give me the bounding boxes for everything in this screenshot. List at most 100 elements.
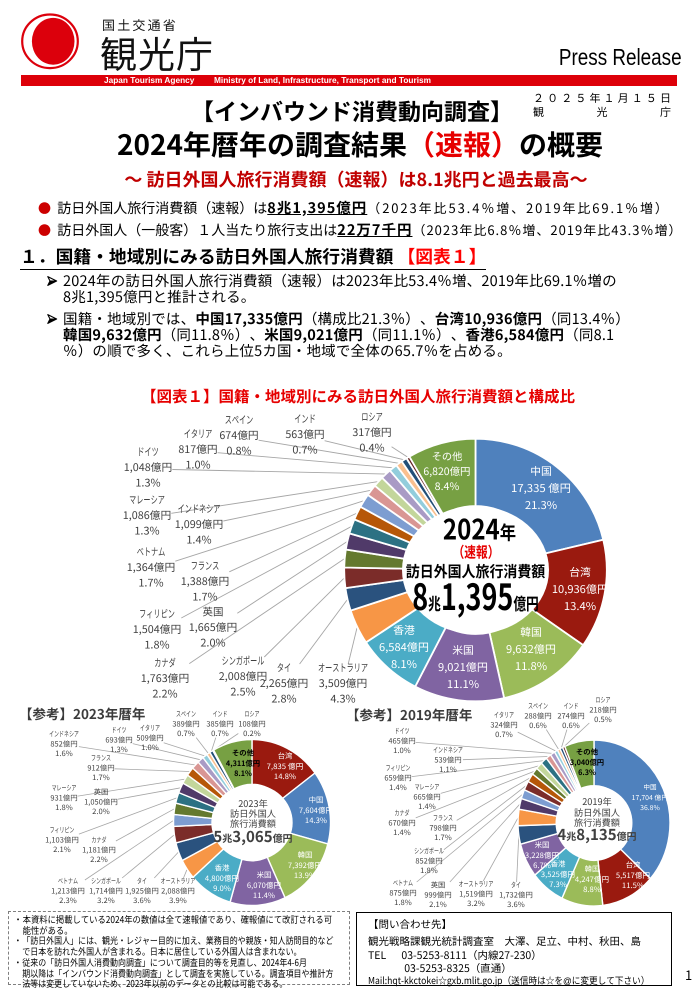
- svg-text:カナダ: カナダ: [154, 656, 176, 671]
- svg-text:693億円: 693億円: [105, 735, 132, 745]
- svg-text:1,388億円: 1,388億円: [181, 574, 230, 589]
- svg-text:1,763億円: 1,763億円: [141, 671, 190, 686]
- svg-text:2,088億円: 2,088億円: [161, 886, 195, 896]
- svg-text:6,070億円: 6,070億円: [247, 880, 281, 891]
- svg-text:ドイツ: ドイツ: [137, 445, 158, 460]
- svg-text:マレーシア: マレーシア: [415, 783, 440, 793]
- svg-text:3,228億円: 3,228億円: [525, 850, 559, 861]
- svg-text:817億円: 817億円: [178, 442, 217, 457]
- svg-text:2,265億円: 2,265億円: [260, 676, 309, 691]
- svg-text:2.1%: 2.1%: [429, 900, 447, 910]
- svg-text:1,519億円: 1,519億円: [459, 889, 493, 899]
- svg-text:3.6%: 3.6%: [133, 896, 151, 906]
- svg-text:訪日外国人旅行消費額: 訪日外国人旅行消費額: [406, 560, 546, 582]
- svg-text:タイ: タイ: [277, 661, 291, 676]
- svg-text:1,181億円: 1,181億円: [82, 845, 116, 855]
- svg-text:2.0%: 2.0%: [92, 807, 110, 817]
- svg-text:1.7%: 1.7%: [92, 773, 110, 783]
- svg-text:5兆3,065億円: 5兆3,065億円: [213, 826, 292, 847]
- svg-text:6,584億円: 6,584億円: [379, 639, 429, 655]
- svg-text:ロシア: ロシア: [361, 410, 382, 425]
- svg-text:1,099億円: 1,099億円: [175, 517, 224, 532]
- svg-text:イタリア: イタリア: [184, 427, 213, 442]
- svg-text:イタリア: イタリア: [140, 724, 160, 734]
- svg-text:カナダ: カナダ: [395, 809, 410, 819]
- svg-text:8.1%: 8.1%: [391, 656, 417, 672]
- svg-text:1,714億円: 1,714億円: [89, 886, 123, 896]
- svg-text:13.4%: 13.4%: [564, 598, 596, 614]
- svg-text:875億円: 875億円: [389, 888, 416, 898]
- svg-text:8.1%: 8.1%: [234, 768, 252, 779]
- svg-text:旅行消費額: 旅行消費額: [230, 816, 276, 830]
- svg-text:インドネシア: インドネシア: [49, 730, 79, 740]
- svg-text:931億円: 931億円: [50, 793, 77, 803]
- svg-text:0.5%: 0.5%: [594, 715, 612, 725]
- svg-text:1,732億円: 1,732億円: [499, 890, 533, 900]
- svg-text:389億円: 389億円: [172, 719, 199, 729]
- svg-text:912億円: 912億円: [87, 763, 114, 773]
- svg-text:999億円: 999億円: [424, 890, 451, 900]
- svg-text:798億円: 798億円: [429, 823, 456, 833]
- svg-text:9,021億円: 9,021億円: [438, 659, 488, 675]
- svg-text:3.2%: 3.2%: [97, 896, 115, 906]
- svg-text:1,103億円: 1,103億円: [45, 835, 79, 845]
- svg-text:4.3%: 4.3%: [330, 692, 356, 707]
- svg-text:フィリピン: フィリピン: [386, 764, 411, 774]
- svg-text:ベトナム: ベトナム: [393, 879, 413, 889]
- svg-text:台湾: 台湾: [278, 751, 293, 762]
- svg-text:385億円: 385億円: [206, 719, 233, 729]
- svg-text:韓国: 韓国: [520, 624, 542, 640]
- svg-text:ドイツ: ドイツ: [112, 726, 127, 736]
- svg-text:10,936億円: 10,936億円: [552, 581, 608, 597]
- svg-text:香港: 香港: [215, 863, 230, 874]
- svg-text:7,604億円: 7,604億円: [299, 805, 333, 816]
- svg-text:670億円: 670億円: [388, 818, 415, 828]
- svg-text:1,504億円: 1,504億円: [133, 622, 182, 637]
- svg-text:1.4%: 1.4%: [393, 828, 411, 838]
- svg-text:2,008億円: 2,008億円: [219, 669, 268, 684]
- svg-text:4,311億円: 4,311億円: [226, 758, 260, 769]
- svg-text:ベトナム: ベトナム: [58, 877, 78, 887]
- svg-text:21.3%: 21.3%: [525, 497, 557, 513]
- svg-text:4,247億円: 4,247億円: [575, 874, 609, 885]
- svg-text:1.4%: 1.4%: [389, 783, 407, 793]
- svg-text:英国: 英国: [203, 605, 224, 620]
- svg-text:7,392億円: 7,392億円: [288, 860, 322, 871]
- svg-text:14.8%: 14.8%: [274, 771, 296, 782]
- svg-text:1.8%: 1.8%: [420, 866, 438, 876]
- svg-text:659億円: 659億円: [384, 773, 411, 783]
- svg-text:3.2%: 3.2%: [467, 899, 485, 909]
- svg-text:台湾: 台湾: [626, 860, 641, 871]
- svg-text:5,517億円: 5,517億円: [616, 870, 650, 881]
- svg-text:インドネシア: インドネシア: [178, 502, 221, 517]
- svg-text:1,665億円: 1,665億円: [189, 620, 238, 635]
- svg-text:6,820億円: 6,820億円: [423, 463, 470, 478]
- svg-text:タイ: タイ: [511, 881, 521, 891]
- svg-text:マレーシア: マレーシア: [52, 784, 77, 794]
- svg-text:その他: その他: [432, 448, 463, 463]
- svg-text:7.3%: 7.3%: [549, 879, 567, 890]
- svg-text:2019年: 2019年: [582, 794, 612, 808]
- svg-text:英国: 英国: [94, 788, 109, 798]
- svg-text:ロシア: ロシア: [245, 710, 260, 720]
- svg-text:7,835 億円: 7,835 億円: [267, 761, 304, 772]
- svg-text:スペイン: スペイン: [176, 710, 196, 720]
- svg-text:香港: 香港: [393, 622, 415, 638]
- svg-text:2.2%: 2.2%: [152, 687, 178, 702]
- svg-text:中国: 中国: [643, 782, 657, 792]
- svg-text:シンガポール: シンガポール: [222, 654, 265, 669]
- svg-text:3.6%: 3.6%: [507, 900, 525, 910]
- svg-text:0.2%: 0.2%: [243, 729, 261, 739]
- svg-text:マレーシア: マレーシア: [129, 493, 165, 508]
- svg-text:0.7%: 0.7%: [292, 443, 318, 458]
- svg-text:317億円: 317億円: [352, 425, 391, 440]
- svg-text:台湾: 台湾: [569, 564, 591, 580]
- svg-text:1.6%: 1.6%: [55, 749, 73, 759]
- svg-text:9.0%: 9.0%: [213, 883, 231, 894]
- svg-text:0.6%: 0.6%: [562, 721, 580, 731]
- svg-text:タイ: タイ: [137, 877, 147, 887]
- svg-text:1.8%: 1.8%: [394, 898, 412, 908]
- svg-text:韓国: 韓国: [585, 864, 600, 875]
- svg-text:852億円: 852億円: [50, 739, 77, 749]
- svg-text:674億円: 674億円: [219, 428, 258, 443]
